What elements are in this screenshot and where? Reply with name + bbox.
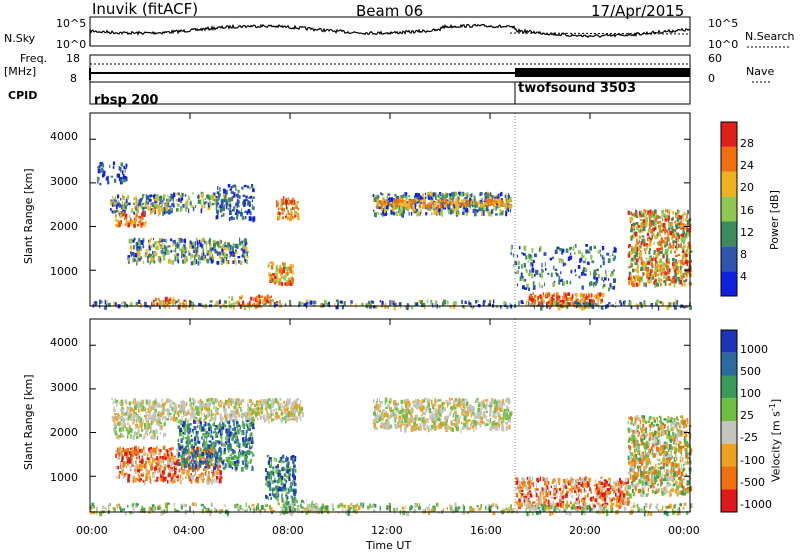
noise-sky-label: N.Sky: [4, 32, 36, 45]
velocity-ytick-2000: 2000: [50, 426, 78, 439]
xtick-0000: 00:00: [76, 524, 108, 537]
power-band-i: [510, 244, 617, 292]
power-colorbar-frame: [720, 121, 738, 297]
freq-tick-top: 18: [66, 52, 80, 65]
vel-cb-tick-neg25: -25: [740, 431, 758, 444]
power-colorbar-cell-6: [721, 122, 737, 147]
cpid-segment-1: rbsp 200: [94, 93, 159, 108]
velocity-ytick-3000: 3000: [50, 381, 78, 394]
velocity-ylabel: Slant Range [km]: [22, 374, 35, 470]
power-colorbar-cell-4: [721, 171, 737, 197]
power-cb-tick-20: 20: [740, 181, 754, 194]
velocity-colorbar-cell-3: [721, 398, 737, 421]
noise-tick-bottom: 10^0: [56, 38, 87, 51]
nave-tick-bottom: 0: [708, 72, 715, 85]
noise-sky-trace: [89, 23, 691, 46]
vel-cb-tick-100: 100: [740, 387, 761, 400]
power-colorbar-label: Power [dB]: [768, 190, 781, 250]
xtick-1600: 16:00: [470, 524, 502, 537]
vel-cb-tick-500: 500: [740, 365, 761, 378]
velocity-colorbar-cell-7: [721, 489, 737, 512]
velocity-band-f: [515, 476, 630, 511]
noise-right-tick-top: 10^5: [708, 17, 739, 30]
noise-right-tick-bottom: 10^0: [708, 38, 739, 51]
power-band-b: [127, 237, 249, 266]
power-ylabel: Slant Range [km]: [22, 168, 35, 264]
velocity-colorbar-cell-0: [721, 330, 737, 353]
power-colorbar-cell-0: [721, 271, 737, 296]
vel-cb-tick-25: 25: [740, 409, 754, 422]
velocity-ytick-4000: 4000: [50, 336, 78, 349]
velocity-colorbar-label: Velocity [m s-1]: [768, 398, 783, 482]
power-band-l: [152, 296, 192, 310]
power-colorbar-cell-2: [721, 221, 737, 247]
power-band-f: [267, 261, 295, 287]
power-band-k: [627, 209, 693, 288]
power-ytick-4000: 4000: [50, 130, 78, 143]
velocity-band-h: [277, 498, 318, 517]
velocity-band-a: [111, 397, 304, 424]
freq-tick-bottom: 8: [70, 72, 77, 85]
velocity-colorbar-cell-4: [721, 421, 737, 444]
xtick-2400: 00:00: [668, 524, 700, 537]
velocity-colorbar-cell-6: [721, 466, 737, 490]
noise-search-trace: [509, 32, 691, 35]
velocity-colorbar-cell-5: [721, 443, 737, 467]
power-cb-tick-4: 4: [740, 270, 747, 283]
vel-cb-tick-neg100: -100: [740, 454, 765, 467]
cpid-label: CPID: [8, 89, 38, 102]
velocity-ytick-1000: 1000: [50, 471, 78, 484]
power-band-e: [275, 196, 300, 222]
x-axis-title: Time UT: [366, 539, 412, 552]
vel-cb-tick-neg500: -500: [740, 476, 765, 489]
power-band-g: [97, 161, 128, 186]
velocity-colorbar-cell-2: [721, 375, 737, 399]
xtick-0800: 08:00: [272, 524, 304, 537]
xtick-2000: 20:00: [569, 524, 601, 537]
velocity-band-d: [265, 454, 297, 503]
power-cb-tick-24: 24: [740, 159, 754, 172]
power-cb-tick-16: 16: [740, 204, 754, 217]
velocity-band-g: [627, 415, 693, 499]
velocity-band-e: [372, 397, 513, 434]
freq-label-1: Freq.: [20, 52, 48, 65]
nave-label: Nave: [746, 65, 775, 78]
power-ytick-2000: 2000: [50, 220, 78, 233]
power-colorbar-cell-5: [721, 146, 737, 172]
date-title: 17/Apr/2015: [591, 2, 685, 20]
velocity-band-b: [115, 445, 223, 486]
freq-label-2: [MHz]: [4, 65, 37, 78]
velocity-colorbar-cell-1: [721, 352, 737, 376]
power-cb-tick-28: 28: [740, 137, 754, 150]
power-band-m: [228, 294, 279, 310]
noise-tick-top: 10^5: [56, 17, 87, 30]
station-title: Inuvik (fitACF): [92, 0, 199, 18]
vel-cb-tick-1000: 1000: [740, 343, 768, 356]
power-colorbar-cell-3: [721, 196, 737, 222]
nave-trace-late: [515, 68, 690, 77]
velocity-band-c: [177, 419, 255, 473]
nave-tick-top: 60: [708, 52, 722, 65]
power-ytick-1000: 1000: [50, 265, 78, 278]
xtick-0400: 04:00: [173, 524, 205, 537]
velocity-colorbar-frame: [720, 329, 738, 513]
power-cb-tick-12: 12: [740, 226, 754, 239]
noise-search-label: N.Search: [745, 30, 795, 43]
power-colorbar-cell-1: [721, 246, 737, 272]
power-ytick-3000: 3000: [50, 175, 78, 188]
vel-cb-tick-neg1000: -1000: [740, 498, 772, 511]
power-cb-tick-8: 8: [740, 248, 747, 261]
beam-title: Beam 06: [356, 2, 424, 20]
cpid-panel-frame: [89, 81, 691, 105]
power-band-a: [110, 193, 172, 217]
power-band-a-core: [114, 211, 147, 229]
power-band-h-core: [376, 198, 512, 210]
cpid-segment-2: twofsound 3503: [518, 81, 637, 96]
velocity-band-a2: [113, 415, 167, 441]
xtick-1200: 12:00: [371, 524, 403, 537]
power-band-d: [215, 184, 256, 223]
